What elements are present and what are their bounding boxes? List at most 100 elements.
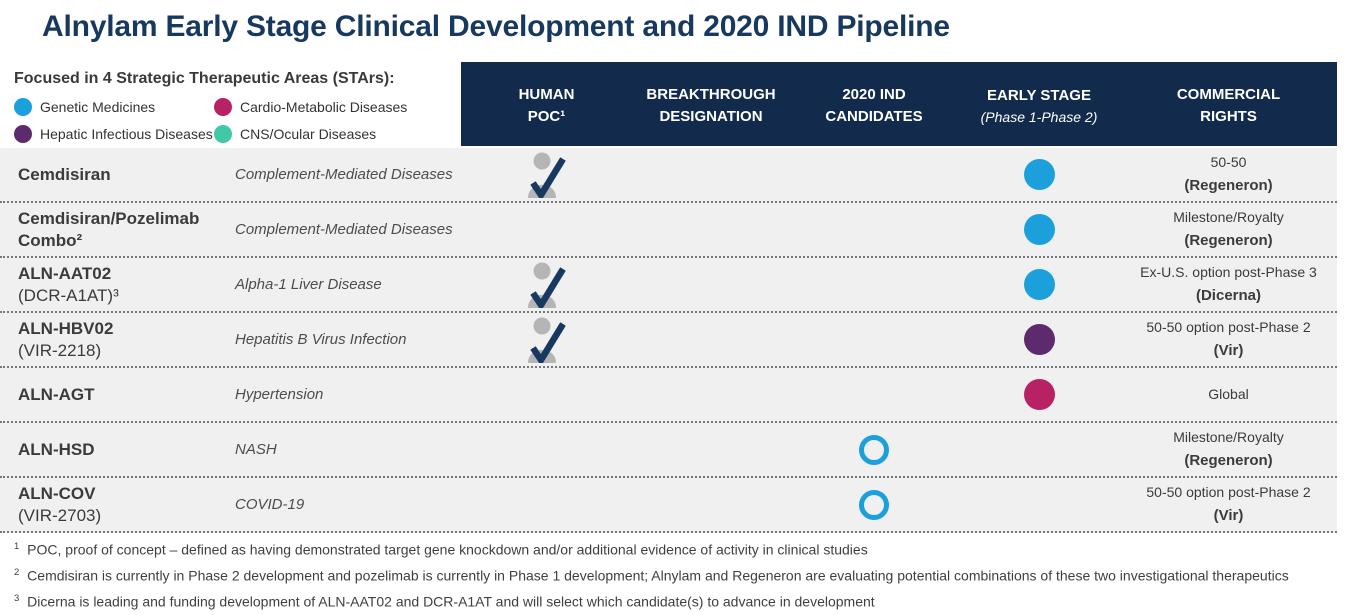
- breakthrough-cell: [632, 368, 790, 421]
- human-poc-cell: [461, 313, 632, 366]
- commercial-rights-terms: Global: [1208, 386, 1249, 403]
- column-header-line1: 2020 IND: [842, 86, 906, 104]
- commercial-rights-partner: (Regeneron): [1184, 232, 1273, 250]
- commercial-rights-partner: (Dicerna): [1195, 287, 1262, 305]
- disease-label: Complement-Mediated Diseases: [235, 166, 453, 183]
- human-poc-check-icon: [527, 317, 566, 363]
- footnote-marker: 2: [14, 567, 20, 579]
- breakthrough-cell: [632, 313, 790, 366]
- disease-label: NASH: [235, 441, 277, 458]
- commercial-rights-terms: 50-50 option post-Phase 2: [1146, 318, 1311, 335]
- program-name: ALN-HSD: [18, 439, 95, 459]
- commercial-rights-cell: Milestone/Royalty (Regeneron): [1120, 203, 1337, 256]
- program-name-cell: Cemdisiran/Pozelimab Combo²: [0, 203, 235, 256]
- legend-item-label: Cardio-Metabolic Diseases: [240, 99, 408, 115]
- legend-item-label: CNS/Ocular Diseases: [240, 126, 377, 142]
- column-header-line1: BREAKTHROUGH: [646, 86, 776, 104]
- footnote: 2 Cemdisiran is currently in Phase 2 dev…: [14, 567, 1344, 585]
- program-subname: (DCR-A1AT)³: [18, 285, 119, 305]
- ind-candidate-circle-icon: [859, 489, 889, 520]
- ind-candidate-cell: [790, 148, 958, 201]
- footnote-text: Cemdisiran is currently in Phase 2 devel…: [23, 567, 1289, 584]
- early-stage-cell: [958, 148, 1120, 201]
- commercial-rights-terms: 50-50: [1210, 153, 1247, 170]
- program-name-cell: ALN-AGT: [0, 368, 235, 421]
- legend-color-dot-icon: [14, 125, 32, 143]
- footnote-text: POC, proof of concept – defined as havin…: [23, 541, 868, 558]
- program-name-cell: Cemdisiran: [0, 148, 235, 201]
- column-header-line1: HUMAN: [518, 86, 575, 104]
- legend-item: Cardio-Metabolic Diseases: [214, 98, 461, 116]
- legend-item: Hepatic Infectious Diseases: [14, 125, 214, 143]
- human-poc-cell: [461, 203, 632, 256]
- human-poc-check-icon: [527, 262, 566, 308]
- pipeline-table: Cemdisiran Complement-Mediated Diseases …: [0, 148, 1337, 533]
- pipeline-row: ALN-AAT02 (DCR-A1AT)³ Alpha-1 Liver Dise…: [0, 258, 1337, 313]
- legend-color-dot-icon: [14, 98, 32, 116]
- disease-label: Alpha-1 Liver Disease: [235, 276, 382, 293]
- pipeline-row: ALN-AGT Hypertension Global: [0, 368, 1337, 423]
- breakthrough-cell: [632, 148, 790, 201]
- early-stage-dot-icon: [1023, 269, 1055, 300]
- commercial-rights-partner: (Regeneron): [1184, 452, 1273, 470]
- commercial-rights-terms: Ex-U.S. option post-Phase 3: [1140, 263, 1317, 280]
- footnotes: 1 POC, proof of concept – defined as hav…: [14, 541, 1344, 615]
- breakthrough-cell: [632, 258, 790, 311]
- ind-candidate-cell: [790, 423, 958, 476]
- ind-candidate-cell: [790, 313, 958, 366]
- column-header-line2: CANDIDATES: [825, 108, 923, 125]
- legend-item: CNS/Ocular Diseases: [214, 125, 461, 143]
- human-poc-cell: [461, 258, 632, 311]
- table-header-row: HUMAN POC¹ BREAKTHROUGH DESIGNATION 2020…: [461, 62, 1337, 146]
- legend-color-dot-icon: [214, 98, 232, 116]
- early-stage-dot-icon: [1023, 159, 1055, 190]
- disease-label: Hepatitis B Virus Infection: [235, 331, 407, 348]
- pipeline-row: ALN-HBV02 (VIR-2218) Hepatitis B Virus I…: [0, 313, 1337, 368]
- program-name-cell: ALN-COV (VIR-2703): [0, 478, 235, 531]
- commercial-rights-partner: (Vir): [1213, 507, 1244, 525]
- commercial-rights-cell: Global: [1120, 368, 1337, 421]
- program-name: ALN-AGT: [18, 384, 95, 404]
- commercial-rights-terms: Milestone/Royalty: [1173, 208, 1284, 225]
- commercial-rights-cell: Milestone/Royalty (Regeneron): [1120, 423, 1337, 476]
- early-stage-cell: [958, 203, 1120, 256]
- program-name-cell: ALN-HSD: [0, 423, 235, 476]
- early-stage-dot-icon: [1023, 324, 1055, 355]
- human-poc-cell: [461, 478, 632, 531]
- legend-item: Genetic Medicines: [14, 98, 214, 116]
- column-header: BREAKTHROUGH DESIGNATION: [632, 80, 790, 128]
- program-name-cell: ALN-AAT02 (DCR-A1AT)³: [0, 258, 235, 311]
- column-header-line1: EARLY STAGE: [987, 86, 1091, 104]
- column-header: EARLY STAGE (Phase 1-Phase 2): [958, 81, 1120, 127]
- legend: Focused in 4 Strategic Therapeutic Areas…: [0, 62, 461, 146]
- early-stage-dot-icon: [1023, 214, 1055, 245]
- human-poc-cell: [461, 368, 632, 421]
- footnote: 3 Dicerna is leading and funding develop…: [14, 593, 1344, 611]
- commercial-rights-cell: 50-50 option post-Phase 2 (Vir): [1120, 478, 1337, 531]
- program-name-cell: ALN-HBV02 (VIR-2218): [0, 313, 235, 366]
- disease-label: Complement-Mediated Diseases: [235, 221, 453, 238]
- legend-item-label: Genetic Medicines: [40, 99, 156, 115]
- human-poc-cell: [461, 423, 632, 476]
- early-stage-cell: [958, 478, 1120, 531]
- commercial-rights-terms: 50-50 option post-Phase 2: [1146, 483, 1311, 500]
- commercial-rights-cell: Ex-U.S. option post-Phase 3 (Dicerna): [1120, 258, 1337, 311]
- program-name: ALN-COV: [18, 484, 96, 504]
- legend-color-dot-icon: [214, 125, 232, 143]
- early-stage-dot-icon: [1023, 379, 1055, 410]
- human-poc-cell: [461, 148, 632, 201]
- ind-candidate-cell: [790, 478, 958, 531]
- breakthrough-cell: [632, 423, 790, 476]
- legend-item-label: Hepatic Infectious Diseases: [40, 126, 213, 142]
- program-name: ALN-HBV02: [18, 319, 114, 339]
- disease-label: Hypertension: [235, 386, 324, 403]
- column-header-line2: DESIGNATION: [659, 108, 763, 125]
- program-subname: (VIR-2703): [18, 505, 102, 525]
- commercial-rights-cell: 50-50 (Regeneron): [1120, 148, 1337, 201]
- program-name: Cemdisiran/Pozelimab Combo²: [18, 209, 200, 250]
- legend-items: Genetic Medicines Cardio-Metabolic Disea…: [14, 98, 461, 143]
- early-stage-cell: [958, 313, 1120, 366]
- ind-candidate-cell: [790, 368, 958, 421]
- legend-title: Focused in 4 Strategic Therapeutic Areas…: [14, 70, 395, 87]
